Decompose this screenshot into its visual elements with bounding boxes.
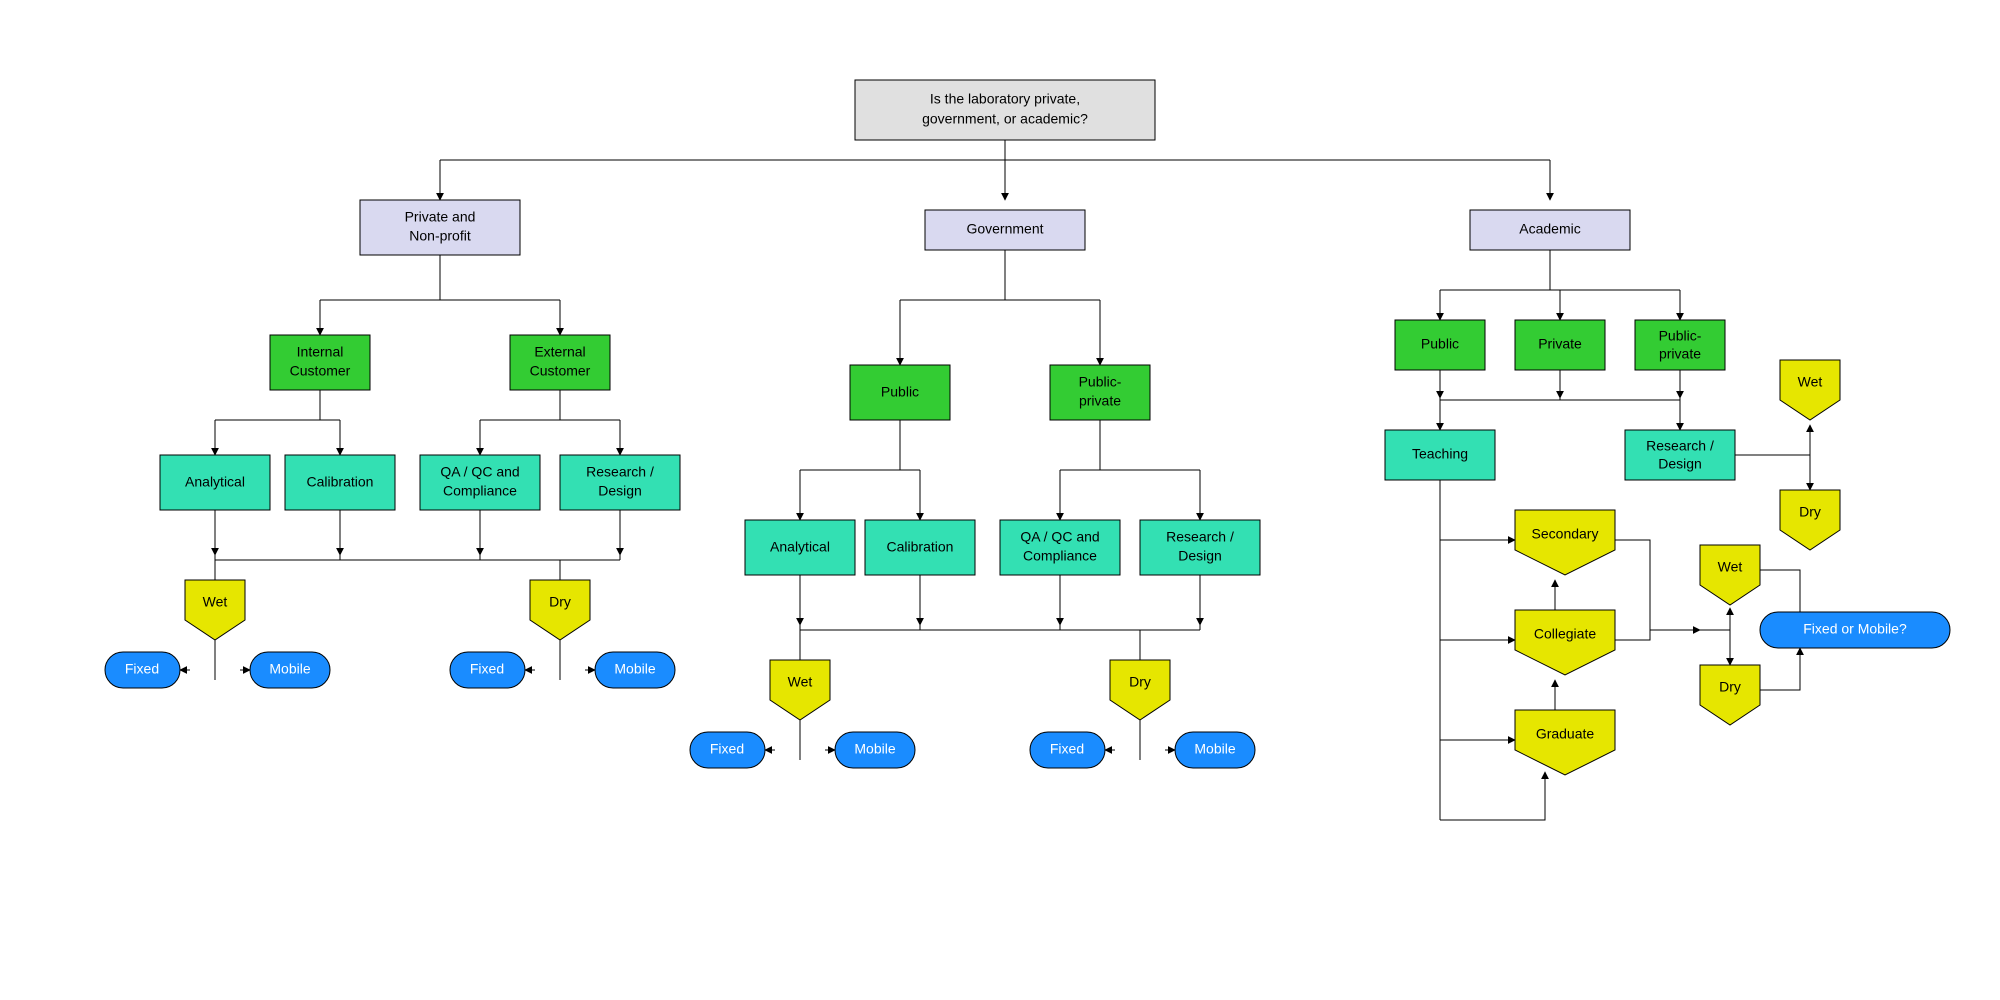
internal-customer-node: Internal Customer bbox=[270, 335, 370, 390]
svg-text:Academic: Academic bbox=[1519, 221, 1580, 237]
svg-text:Wet: Wet bbox=[1718, 559, 1743, 575]
mobile-node-4: Mobile bbox=[1175, 732, 1255, 768]
dry-node-1: Dry bbox=[530, 580, 590, 640]
svg-text:Dry: Dry bbox=[1799, 504, 1821, 520]
private-node-acad: Private bbox=[1515, 320, 1605, 370]
svg-text:QA / QC and: QA / QC and bbox=[1020, 529, 1099, 545]
wet-node-1: Wet bbox=[185, 580, 245, 640]
svg-text:Design: Design bbox=[1658, 456, 1702, 472]
svg-text:Public-: Public- bbox=[1659, 328, 1702, 344]
svg-text:Mobile: Mobile bbox=[269, 661, 310, 677]
flowchart-diagram: Is the laboratory private, government, o… bbox=[0, 0, 2000, 1000]
research-node-2: Research / Design bbox=[1140, 520, 1260, 575]
wet-node-3: Wet bbox=[1780, 360, 1840, 420]
academic-node: Academic bbox=[1470, 210, 1630, 250]
root-node: Is the laboratory private, government, o… bbox=[855, 80, 1155, 140]
svg-text:Public: Public bbox=[1421, 336, 1459, 352]
svg-text:Customer: Customer bbox=[290, 363, 351, 379]
private-nonprofit-node: Private and Non-profit bbox=[360, 200, 520, 255]
root-label-l2: government, or academic? bbox=[922, 111, 1088, 127]
analytical-node-2: Analytical bbox=[745, 520, 855, 575]
mobile-node-3: Mobile bbox=[835, 732, 915, 768]
svg-text:Mobile: Mobile bbox=[1194, 741, 1235, 757]
svg-text:private: private bbox=[1079, 393, 1121, 409]
svg-text:Private: Private bbox=[1538, 336, 1582, 352]
svg-text:Wet: Wet bbox=[203, 594, 228, 610]
mobile-node-2: Mobile bbox=[595, 652, 675, 688]
svg-text:Public-: Public- bbox=[1079, 374, 1122, 390]
wet-node-2: Wet bbox=[770, 660, 830, 720]
dry-node-2: Dry bbox=[1110, 660, 1170, 720]
svg-text:Design: Design bbox=[598, 483, 642, 499]
fixed-node-1: Fixed bbox=[105, 652, 180, 688]
qaqc-node-1: QA / QC and Compliance bbox=[420, 455, 540, 510]
svg-text:Research /: Research / bbox=[1166, 529, 1234, 545]
svg-text:QA / QC and: QA / QC and bbox=[440, 464, 519, 480]
calibration-node-1: Calibration bbox=[285, 455, 395, 510]
secondary-node: Secondary bbox=[1515, 510, 1615, 575]
svg-text:Collegiate: Collegiate bbox=[1534, 626, 1596, 642]
public-node-acad: Public bbox=[1395, 320, 1485, 370]
external-customer-node: External Customer bbox=[510, 335, 610, 390]
government-node: Government bbox=[925, 210, 1085, 250]
mobile-node-1: Mobile bbox=[250, 652, 330, 688]
dry-node-3: Dry bbox=[1780, 490, 1840, 550]
svg-text:Wet: Wet bbox=[788, 674, 813, 690]
collegiate-node: Collegiate bbox=[1515, 610, 1615, 675]
svg-text:Fixed: Fixed bbox=[710, 741, 744, 757]
public-private-node-gov: Public- private bbox=[1050, 365, 1150, 420]
research-node-3: Research / Design bbox=[1625, 430, 1735, 480]
svg-text:Teaching: Teaching bbox=[1412, 446, 1468, 462]
svg-text:Internal: Internal bbox=[297, 344, 344, 360]
fixed-node-3: Fixed bbox=[690, 732, 765, 768]
svg-text:Calibration: Calibration bbox=[887, 539, 954, 555]
public-private-node-acad: Public- private bbox=[1635, 320, 1725, 370]
svg-text:Research /: Research / bbox=[586, 464, 654, 480]
calibration-node-2: Calibration bbox=[865, 520, 975, 575]
wet-node-4: Wet bbox=[1700, 545, 1760, 605]
svg-text:Fixed: Fixed bbox=[125, 661, 159, 677]
svg-text:private: private bbox=[1659, 346, 1701, 362]
svg-text:Design: Design bbox=[1178, 548, 1222, 564]
analytical-node-1: Analytical bbox=[160, 455, 270, 510]
svg-text:Compliance: Compliance bbox=[1023, 548, 1097, 564]
svg-text:Fixed: Fixed bbox=[1050, 741, 1084, 757]
svg-text:Dry: Dry bbox=[549, 594, 571, 610]
svg-text:Dry: Dry bbox=[1719, 679, 1741, 695]
qaqc-node-2: QA / QC and Compliance bbox=[1000, 520, 1120, 575]
svg-text:Compliance: Compliance bbox=[443, 483, 517, 499]
fixed-or-mobile-node: Fixed or Mobile? bbox=[1760, 612, 1950, 648]
teaching-node: Teaching bbox=[1385, 430, 1495, 480]
research-node-1: Research / Design bbox=[560, 455, 680, 510]
svg-text:Private and: Private and bbox=[405, 209, 476, 225]
svg-text:Analytical: Analytical bbox=[770, 539, 830, 555]
svg-text:Secondary: Secondary bbox=[1532, 526, 1599, 542]
svg-text:Mobile: Mobile bbox=[614, 661, 655, 677]
svg-text:Non-profit: Non-profit bbox=[409, 228, 471, 244]
svg-text:Public: Public bbox=[881, 384, 919, 400]
svg-text:Fixed: Fixed bbox=[470, 661, 504, 677]
public-node-gov: Public bbox=[850, 365, 950, 420]
svg-text:Dry: Dry bbox=[1129, 674, 1151, 690]
svg-text:Calibration: Calibration bbox=[307, 474, 374, 490]
svg-text:Analytical: Analytical bbox=[185, 474, 245, 490]
svg-text:Research /: Research / bbox=[1646, 438, 1714, 454]
svg-text:Fixed or Mobile?: Fixed or Mobile? bbox=[1803, 621, 1907, 637]
svg-text:External: External bbox=[534, 344, 585, 360]
fixed-node-2: Fixed bbox=[450, 652, 525, 688]
svg-text:Graduate: Graduate bbox=[1536, 726, 1595, 742]
svg-text:Government: Government bbox=[966, 221, 1043, 237]
fixed-node-4: Fixed bbox=[1030, 732, 1105, 768]
svg-text:Wet: Wet bbox=[1798, 374, 1823, 390]
svg-text:Customer: Customer bbox=[530, 363, 591, 379]
graduate-node: Graduate bbox=[1515, 710, 1615, 775]
svg-text:Mobile: Mobile bbox=[854, 741, 895, 757]
dry-node-4: Dry bbox=[1700, 665, 1760, 725]
root-label-l1: Is the laboratory private, bbox=[930, 91, 1080, 107]
